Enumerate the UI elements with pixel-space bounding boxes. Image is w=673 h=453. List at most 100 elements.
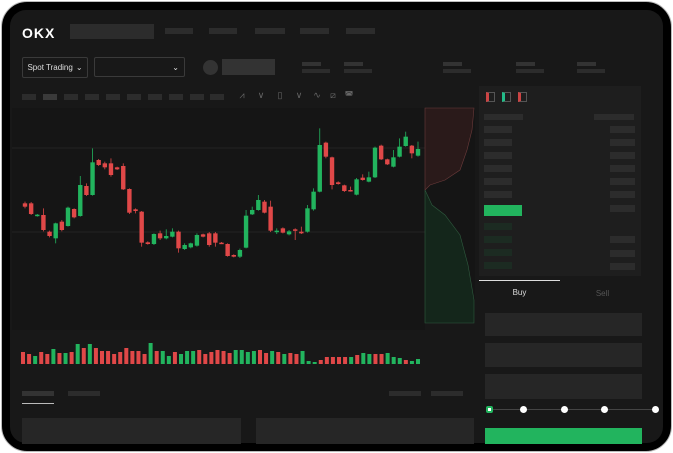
- bid-amount: [610, 263, 635, 270]
- candle: [403, 136, 408, 146]
- chevron-down-icon: ⌄: [172, 62, 179, 72]
- timeframe-button[interactable]: [43, 94, 57, 100]
- timeframe-button[interactable]: [127, 94, 141, 100]
- candle: [262, 201, 267, 213]
- candle: [121, 166, 126, 190]
- slider-step[interactable]: [519, 405, 527, 413]
- orderbook-asks-icon[interactable]: [518, 92, 527, 102]
- timeframe-button[interactable]: [148, 94, 162, 100]
- timeframe-button[interactable]: [190, 94, 204, 100]
- stat-value: [443, 69, 471, 73]
- candle: [342, 185, 347, 191]
- last-price: [484, 205, 522, 216]
- amount-input[interactable]: [485, 343, 642, 367]
- total-input[interactable]: [485, 374, 642, 399]
- fullscreen-icon[interactable]: ◚: [344, 90, 354, 100]
- volume-bar: [203, 354, 208, 364]
- ask-amount: [610, 165, 635, 172]
- volume-bar: [373, 354, 378, 364]
- ask-price: [484, 139, 512, 146]
- stat-label: [443, 62, 462, 66]
- timeframe-button[interactable]: [210, 94, 224, 100]
- volume-bar: [258, 350, 262, 364]
- timeframe-button[interactable]: [64, 94, 78, 100]
- ask-amount: [610, 205, 635, 212]
- ruler-icon[interactable]: ∨: [295, 90, 303, 100]
- candle: [96, 160, 101, 165]
- line-icon[interactable]: ▯: [277, 90, 283, 100]
- okx-logo[interactable]: OKX: [22, 25, 56, 41]
- volume-bar: [136, 351, 141, 364]
- timeframe-button[interactable]: [106, 94, 120, 100]
- candle: [188, 243, 193, 248]
- candle: [335, 182, 341, 184]
- filter-button[interactable]: [389, 391, 421, 396]
- candle: [292, 229, 298, 231]
- candle: [280, 228, 286, 233]
- orderbook-both-icon[interactable]: [486, 92, 495, 102]
- timeframe-button[interactable]: [169, 94, 183, 100]
- candle: [213, 233, 218, 243]
- candle: [90, 162, 95, 195]
- candle: [102, 163, 108, 168]
- nav-item[interactable]: [300, 28, 329, 34]
- tab-buy[interactable]: Buy: [512, 288, 527, 297]
- timeframe-button[interactable]: [22, 94, 36, 100]
- candle: [182, 245, 187, 249]
- candle: [385, 159, 390, 165]
- filter-button[interactable]: [431, 391, 463, 396]
- volume-bar: [330, 357, 335, 364]
- depth-asks: [424, 107, 475, 191]
- percent-slider[interactable]: [489, 409, 655, 410]
- ask-amount: [610, 139, 635, 146]
- timeframe-button[interactable]: [85, 94, 99, 100]
- pair-dropdown[interactable]: ⌄: [94, 57, 185, 77]
- candle: [139, 211, 144, 243]
- volume-bar: [239, 350, 244, 364]
- slider-step[interactable]: [651, 405, 659, 413]
- orderbook-header-amount: [594, 114, 634, 120]
- camera-icon[interactable]: ∿: [313, 90, 321, 100]
- settings-icon[interactable]: ⧄: [330, 90, 336, 100]
- candle: [65, 207, 71, 226]
- volume-bar: [172, 352, 177, 364]
- indicator-icon[interactable]: ∨: [257, 90, 265, 100]
- bid-amount: [610, 250, 635, 257]
- chart-area[interactable]: [12, 108, 425, 330]
- tab-sell[interactable]: Sell: [595, 289, 610, 298]
- nav-item[interactable]: [165, 28, 193, 34]
- volume-bar: [416, 359, 420, 364]
- volume-bar: [391, 357, 396, 364]
- volume-bar: [21, 352, 25, 364]
- slider-step[interactable]: [560, 405, 568, 413]
- pair-price: [222, 59, 275, 75]
- volume-bar: [33, 356, 38, 364]
- candle: [145, 242, 151, 244]
- nav-item[interactable]: [255, 28, 285, 34]
- volume-bar: [409, 361, 414, 364]
- slider-step[interactable]: [485, 405, 493, 413]
- volume-bar: [51, 349, 56, 364]
- price-input[interactable]: [485, 313, 642, 336]
- candle: [108, 163, 114, 175]
- search-bar[interactable]: [70, 24, 154, 39]
- nav-item[interactable]: [346, 28, 375, 34]
- candle: [35, 214, 40, 217]
- candles-icon[interactable]: ⩘: [239, 90, 245, 100]
- volume-bar: [337, 357, 341, 364]
- stat-label: [344, 62, 363, 66]
- candle: [323, 142, 329, 157]
- slider-step[interactable]: [600, 405, 608, 413]
- tab-open-orders[interactable]: [22, 391, 54, 396]
- nav-item[interactable]: [209, 28, 237, 34]
- stat-value: [344, 69, 372, 73]
- orderbook-bids-icon[interactable]: [502, 92, 511, 102]
- candle: [200, 234, 206, 237]
- market-type-dropdown[interactable]: Spot Trading ⌄: [22, 57, 88, 78]
- candle: [372, 147, 378, 178]
- tab-order-history[interactable]: [68, 391, 100, 396]
- buy-button[interactable]: [485, 428, 642, 444]
- volume-bar: [81, 348, 86, 364]
- candle: [78, 185, 83, 216]
- volume-bar: [264, 353, 269, 364]
